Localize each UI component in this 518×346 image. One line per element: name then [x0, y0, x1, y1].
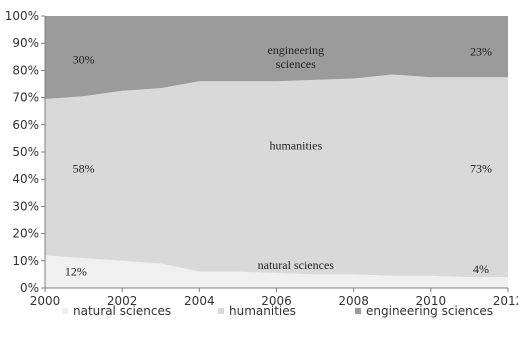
- legend-label: engineering sciences: [366, 304, 493, 318]
- y-tick-label: 100%: [5, 9, 39, 23]
- area-label-line: natural sciences: [258, 258, 335, 272]
- y-tick-label: 60%: [12, 118, 39, 132]
- y-tick-label: 10%: [12, 254, 39, 268]
- area-label-line: engineering: [267, 43, 324, 57]
- area-label-line: sciences: [276, 57, 316, 71]
- area-label-engineering-sciences: engineering sciences: [267, 43, 324, 71]
- y-tick-label: 40%: [12, 172, 39, 186]
- percent-annotation: 30%: [73, 53, 95, 67]
- area-humanities: [45, 74, 508, 278]
- x-tick-label: 2008: [338, 294, 369, 308]
- y-tick-label: 0%: [20, 281, 39, 295]
- x-tick-label: 2006: [261, 294, 292, 308]
- x-tick-label: 2000: [30, 294, 61, 308]
- y-tick-label: 80%: [12, 63, 39, 77]
- area-series-group: [45, 16, 508, 288]
- y-tick-label: 70%: [12, 91, 39, 105]
- percent-annotation: 12%: [65, 265, 87, 279]
- x-tick-label: 2002: [107, 294, 138, 308]
- x-tick-label: 2012: [493, 294, 518, 308]
- legend-label: humanities: [229, 304, 296, 318]
- area-label-humanities: humanities: [269, 138, 322, 152]
- y-tick-label: 50%: [12, 145, 39, 159]
- percent-annotation: 58%: [73, 161, 95, 175]
- axes-group: 0% 10% 20% 30% 40% 50% 60% 70% 80% 90% 100% 2000 200…: [5, 9, 518, 308]
- percent-annotation: 73%: [470, 161, 492, 175]
- area-engineering-sciences: [45, 16, 508, 99]
- y-tick-label: 20%: [12, 227, 39, 241]
- legend-swatch: [355, 308, 361, 314]
- legend: natural sciences humanities engineering sc…: [62, 304, 493, 318]
- x-tick-label: 2010: [416, 294, 447, 308]
- labels-group: engineering sciences humanities natural sci…: [65, 43, 492, 279]
- legend-swatch: [62, 308, 68, 314]
- area-label-natural-sciences: natural sciences: [258, 258, 335, 272]
- x-tick-label: 2004: [184, 294, 215, 308]
- y-tick-label: 30%: [12, 199, 39, 213]
- legend-swatch: [218, 308, 224, 314]
- legend-label: natural sciences: [73, 304, 171, 318]
- percent-annotation: 4%: [473, 262, 489, 276]
- area-label-line: humanities: [269, 138, 322, 152]
- y-tick-label: 90%: [12, 36, 39, 50]
- percent-annotation: 23%: [470, 44, 492, 58]
